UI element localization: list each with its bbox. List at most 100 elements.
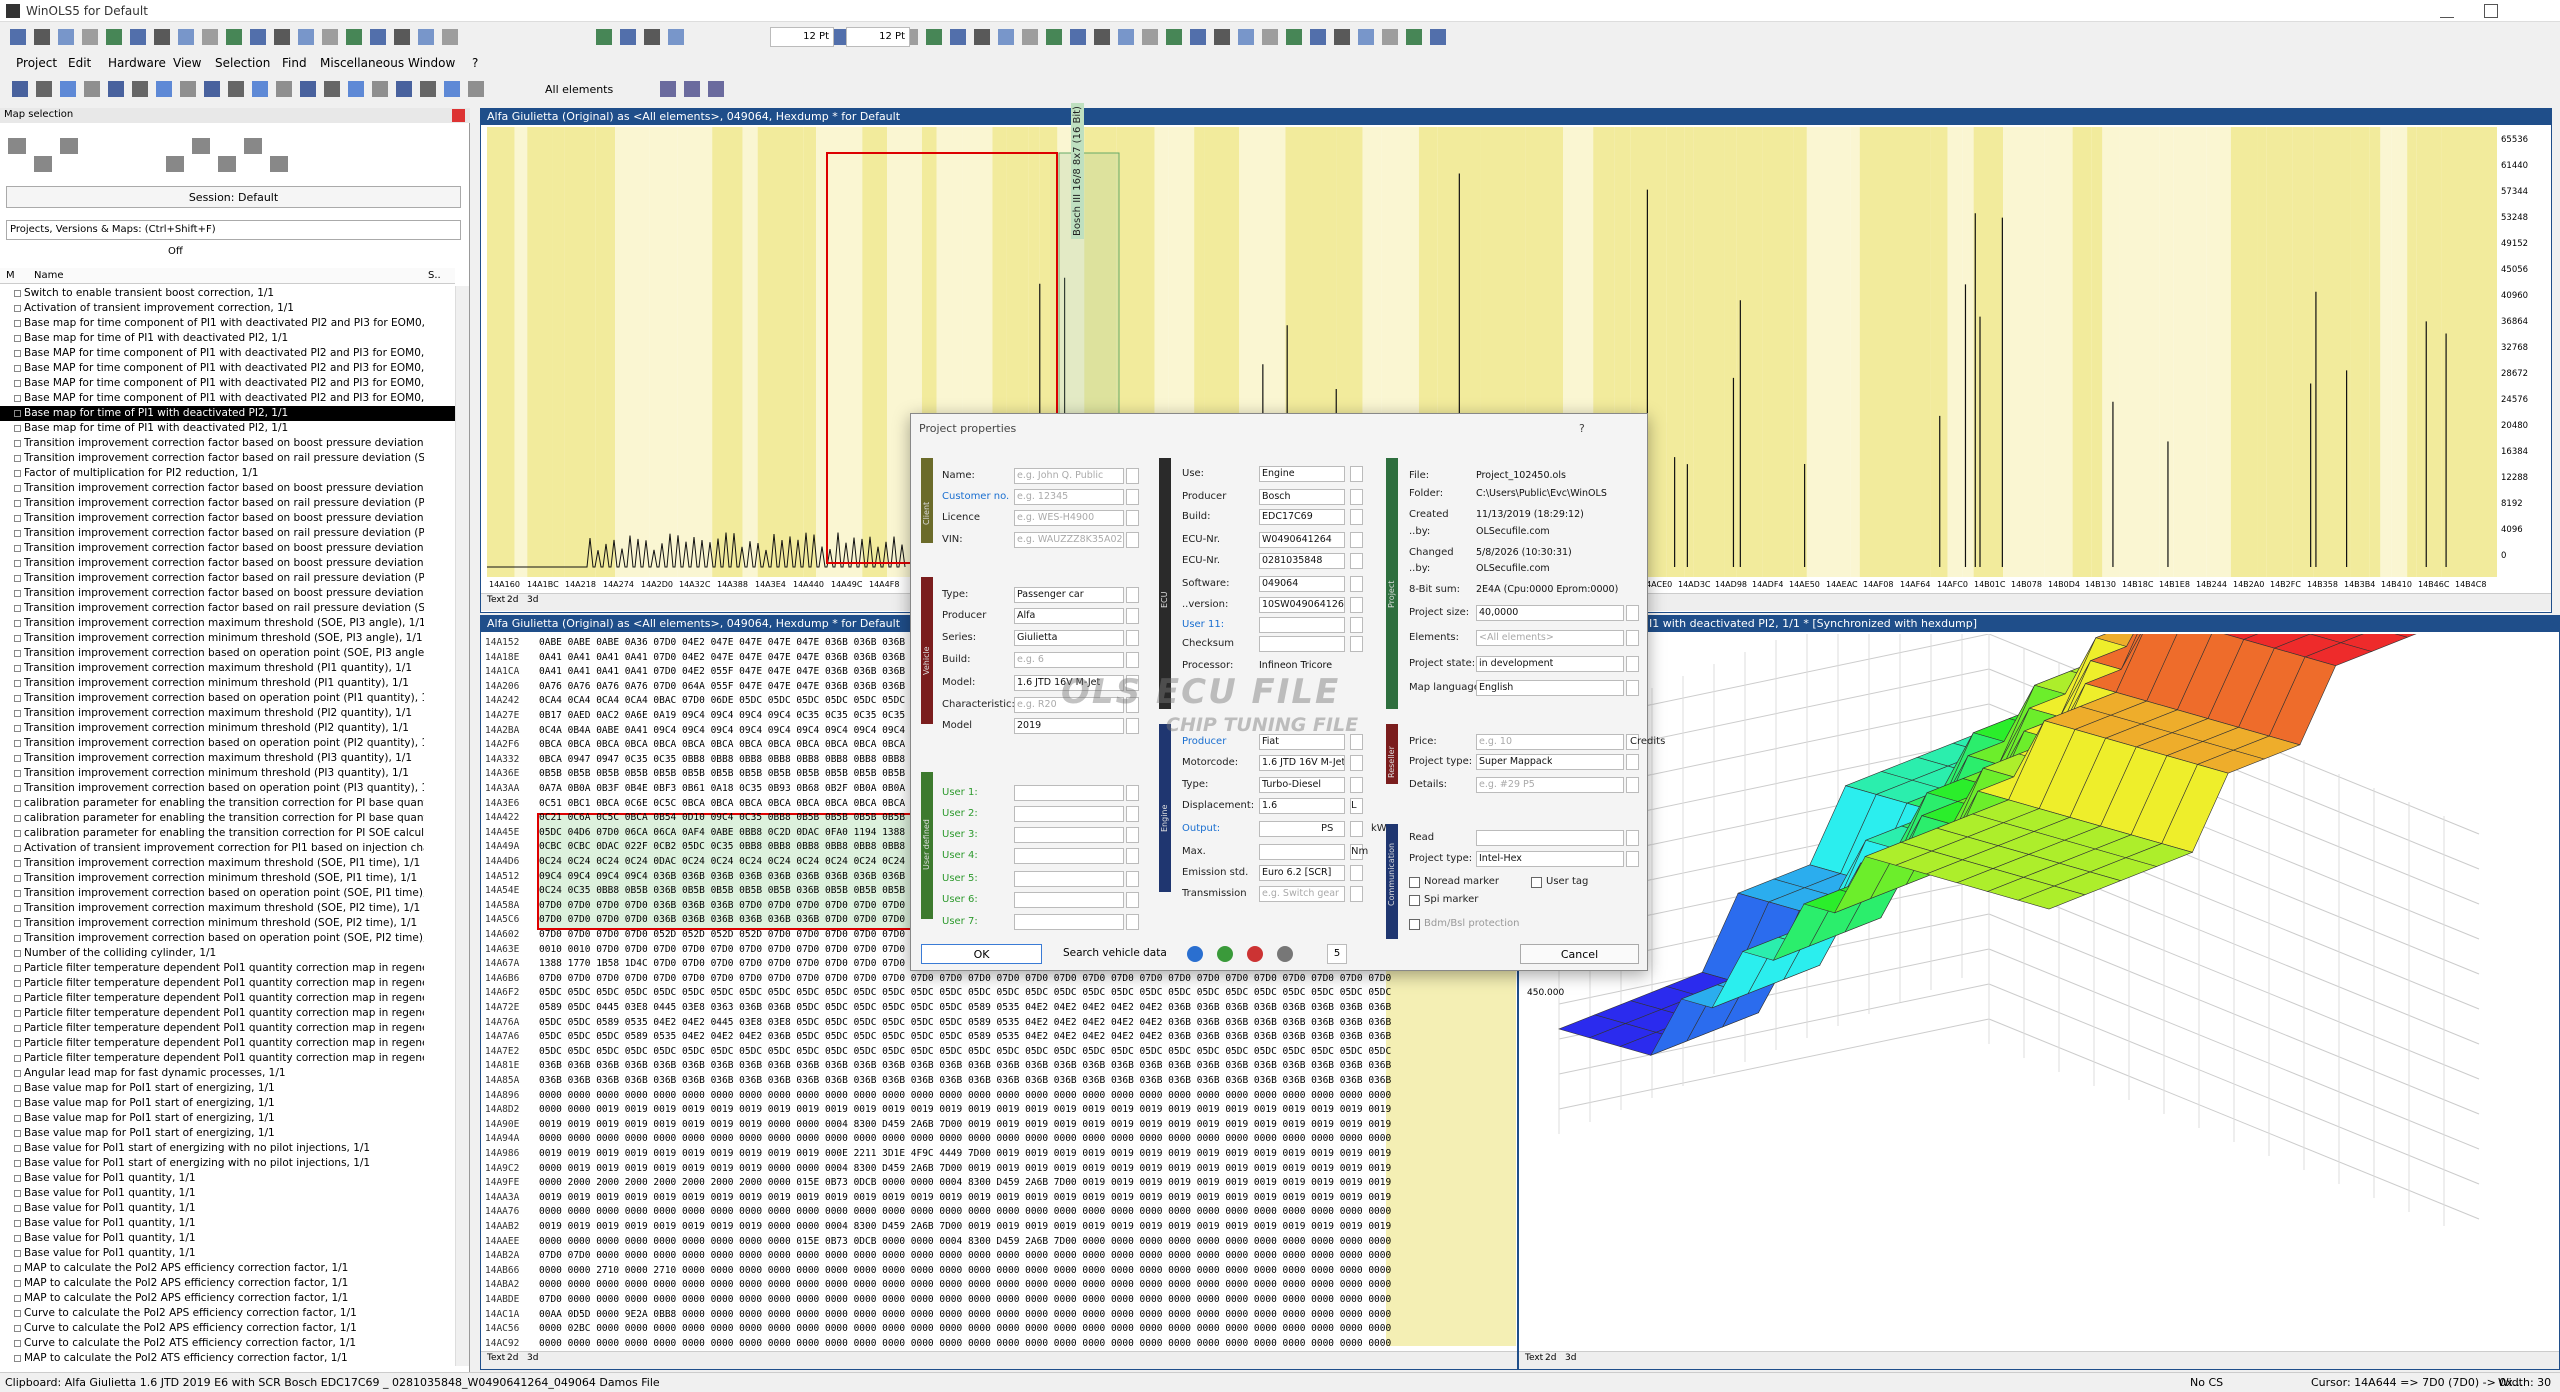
map-list-item[interactable]: Base MAP for time component of PI1 with … xyxy=(0,361,455,376)
field-button[interactable] xyxy=(1126,914,1139,930)
field-input[interactable] xyxy=(1476,630,1624,646)
menu-item[interactable]: Find xyxy=(282,56,307,70)
field-button[interactable] xyxy=(1350,489,1363,505)
field-input[interactable] xyxy=(1259,576,1345,592)
field-input[interactable] xyxy=(1259,734,1345,750)
view-tab[interactable]: Text xyxy=(487,595,506,605)
map-list-item[interactable]: Base value for PoI1 quantity, 1/1 xyxy=(0,1201,455,1216)
map-list-item[interactable]: Transition improvement correction based … xyxy=(0,931,455,946)
window-control[interactable] xyxy=(2440,4,2454,18)
dialog-tool[interactable] xyxy=(1277,946,1293,962)
field-input[interactable] xyxy=(1014,489,1124,505)
map-list-item[interactable]: Transition improvement correction based … xyxy=(0,886,455,901)
field-input[interactable] xyxy=(1014,914,1124,930)
field-button[interactable] xyxy=(1126,510,1139,526)
field-input[interactable] xyxy=(1259,553,1345,569)
toolbar-button[interactable] xyxy=(1190,29,1206,45)
field-input[interactable] xyxy=(1014,848,1124,864)
field-button[interactable] xyxy=(1350,865,1363,881)
dialog-help[interactable]: ? xyxy=(1579,422,1585,435)
map-list-item[interactable]: calibration parameter for enabling the t… xyxy=(0,811,455,826)
toolbar-button[interactable] xyxy=(252,81,268,97)
toolbar-button[interactable] xyxy=(156,81,172,97)
map-list-item[interactable]: Particle filter temperature dependent Po… xyxy=(0,1051,455,1066)
field-button[interactable] xyxy=(1626,605,1639,621)
map-list-item[interactable]: Transition improvement correction factor… xyxy=(0,541,455,556)
font-size-select[interactable]: 12 Pt xyxy=(846,27,910,47)
map-list-item[interactable]: Base value for PoI1 start of energizing … xyxy=(0,1141,455,1156)
field-button[interactable] xyxy=(1350,886,1363,902)
toolbar-button[interactable] xyxy=(58,29,74,45)
map-list-item[interactable]: Activation of transient improvement corr… xyxy=(0,301,455,316)
map-list-item[interactable]: Transition improvement correction factor… xyxy=(0,436,455,451)
toolbar-button[interactable] xyxy=(274,29,290,45)
field-input[interactable] xyxy=(1259,636,1345,652)
view-tab[interactable]: 3d xyxy=(527,1353,539,1363)
field-button[interactable] xyxy=(1350,755,1363,771)
map-list-item[interactable]: MAP to calculate the PoI2 APS efficiency… xyxy=(0,1291,455,1306)
toolbar-button[interactable] xyxy=(106,29,122,45)
field-button[interactable] xyxy=(1350,509,1363,525)
map-list-item[interactable]: Transition improvement correction minimu… xyxy=(0,721,455,736)
toolbar-button[interactable] xyxy=(1262,29,1278,45)
map-list-item[interactable]: Transition improvement correction factor… xyxy=(0,601,455,616)
toolbar-button[interactable] xyxy=(300,81,316,97)
field-input[interactable] xyxy=(1014,871,1124,887)
menu-item[interactable]: Project xyxy=(16,56,58,70)
panel-tool[interactable] xyxy=(8,138,26,154)
toolbar-button[interactable] xyxy=(998,29,1014,45)
map-list-item[interactable]: Particle filter temperature dependent Po… xyxy=(0,961,455,976)
field-input[interactable] xyxy=(1476,851,1624,867)
field-button[interactable] xyxy=(1350,636,1363,652)
field-input[interactable] xyxy=(1476,680,1624,696)
toolbar-button[interactable] xyxy=(420,81,436,97)
field-input[interactable] xyxy=(1259,466,1345,482)
toolbar-button[interactable] xyxy=(1334,29,1350,45)
toolbar-button[interactable] xyxy=(1286,29,1302,45)
field-input[interactable] xyxy=(1259,489,1345,505)
field-button[interactable] xyxy=(1126,827,1139,843)
field-input[interactable] xyxy=(1476,656,1624,672)
cancel-button[interactable]: Cancel xyxy=(1520,944,1639,964)
panel-tool[interactable] xyxy=(34,156,52,172)
toolbar-button[interactable] xyxy=(108,81,124,97)
toolbar-elements[interactable]: All elements xyxy=(545,83,614,96)
field-button[interactable] xyxy=(1126,785,1139,801)
dialog-tool[interactable] xyxy=(1247,946,1263,962)
toolbar-button[interactable] xyxy=(60,81,76,97)
field-input[interactable] xyxy=(1259,617,1345,633)
map-list-item[interactable]: Base value for PoI1 start of energizing … xyxy=(0,1156,455,1171)
map-list-item[interactable]: Transition improvement correction maximu… xyxy=(0,706,455,721)
field-input[interactable] xyxy=(1014,827,1124,843)
field-button[interactable] xyxy=(1126,532,1139,548)
field-button[interactable] xyxy=(1126,871,1139,887)
map-list-item[interactable]: Transition improvement correction minimu… xyxy=(0,871,455,886)
field-button[interactable] xyxy=(1350,597,1363,613)
map-list-item[interactable]: Activation of transient improvement corr… xyxy=(0,841,455,856)
view-tab[interactable]: Text xyxy=(1525,1353,1544,1363)
field-button[interactable] xyxy=(1126,675,1139,691)
field-button[interactable] xyxy=(1350,844,1363,860)
field-input[interactable] xyxy=(1014,608,1124,624)
field-input[interactable] xyxy=(1259,886,1345,902)
field-input[interactable] xyxy=(1014,468,1124,484)
panel-tool[interactable] xyxy=(270,156,288,172)
toolbar-button[interactable] xyxy=(596,29,612,45)
filter-off[interactable]: Off xyxy=(168,246,183,257)
field-input[interactable] xyxy=(1014,630,1124,646)
toolbar-button[interactable] xyxy=(130,29,146,45)
field-button[interactable] xyxy=(1350,617,1363,633)
map-list-item[interactable]: Transition improvement correction minimu… xyxy=(0,766,455,781)
toolbar-button[interactable] xyxy=(1238,29,1254,45)
toolbar-button[interactable] xyxy=(348,81,364,97)
map-list-item[interactable]: Base value for PoI1 quantity, 1/1 xyxy=(0,1171,455,1186)
count-field[interactable]: 5 xyxy=(1327,944,1347,964)
field-button[interactable] xyxy=(1626,754,1639,770)
map-list-item[interactable]: Transition improvement correction factor… xyxy=(0,526,455,541)
map-list-item[interactable]: Transition improvement correction maximu… xyxy=(0,751,455,766)
toolbar-button[interactable] xyxy=(660,81,676,97)
dialog-close[interactable] xyxy=(1617,418,1633,434)
menu-item[interactable]: Hardware xyxy=(108,56,166,70)
dialog-tool[interactable] xyxy=(1187,946,1203,962)
field-input[interactable] xyxy=(1014,532,1124,548)
